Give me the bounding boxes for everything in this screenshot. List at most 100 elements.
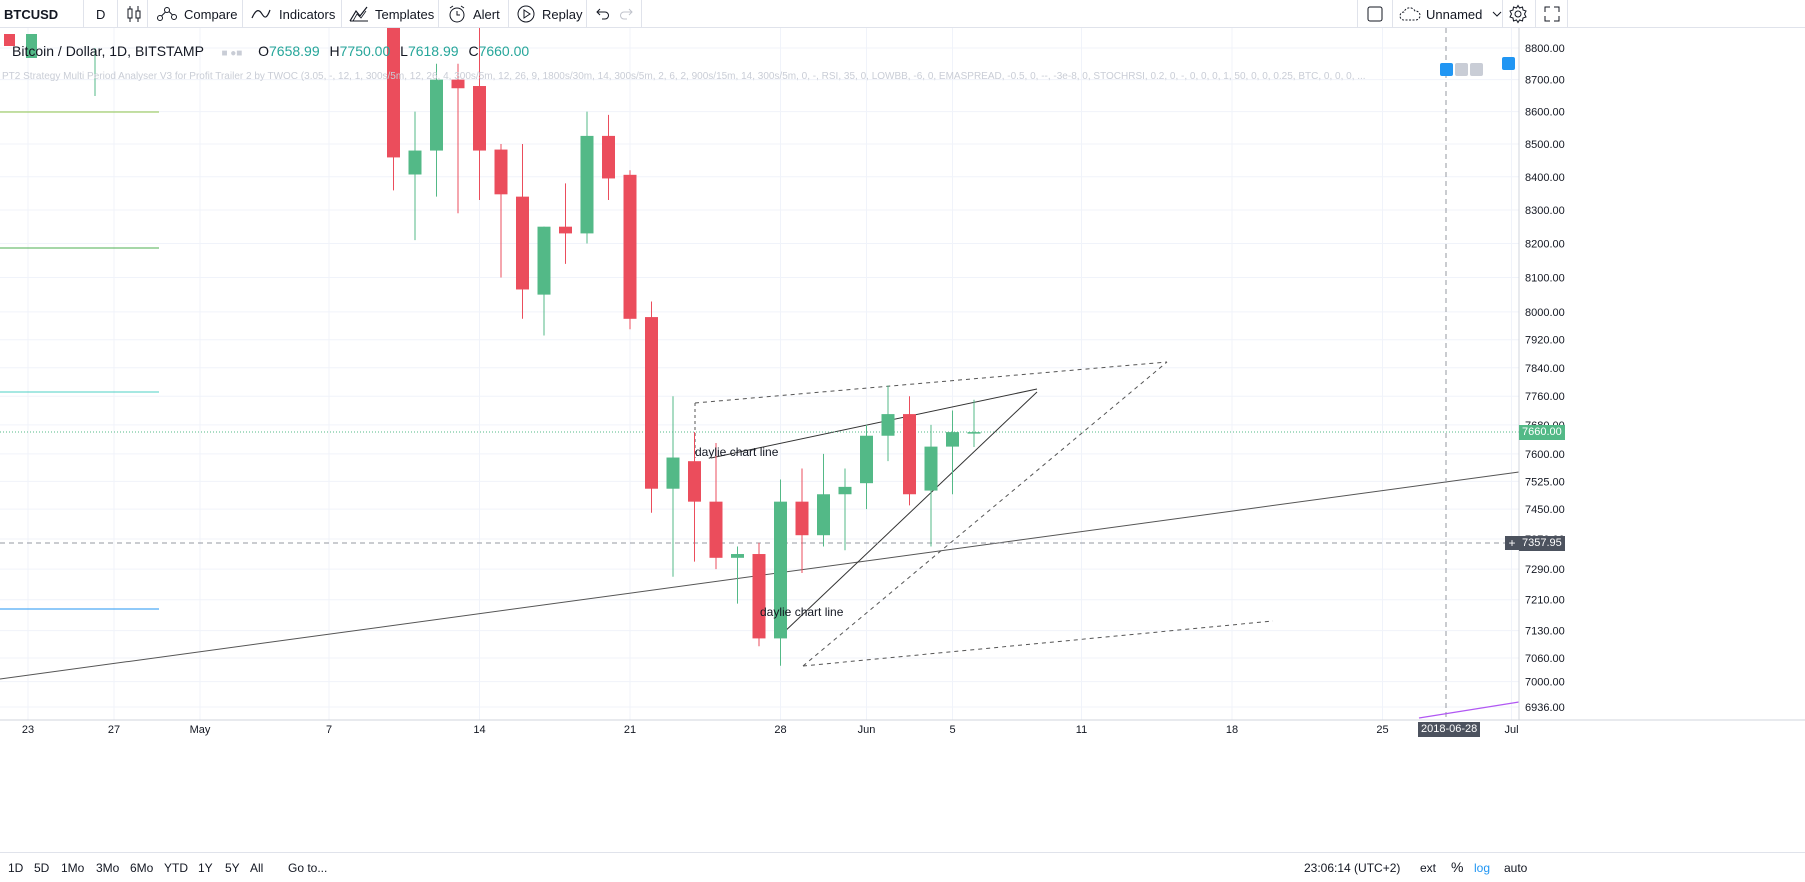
price-tick-label: 7600.00 [1525,449,1565,461]
interval-button[interactable]: D [96,6,106,22]
legend-title[interactable]: Bitcoin / Dollar, 1D, BITSTAMP [12,43,204,59]
compare-icon [157,7,177,21]
indicators-button[interactable]: Indicators [251,0,335,28]
ext-toggle[interactable]: ext [1420,861,1437,875]
candle-body[interactable] [709,501,723,558]
crosshair-plus-icon[interactable]: + [1505,536,1519,550]
wedge-upper-line[interactable] [710,388,1038,459]
replay-button[interactable]: Replay [516,0,582,28]
candle-body[interactable] [774,501,787,639]
legend-low: 7618.99 [407,43,459,59]
time-axis[interactable]: 23 27 May 7 14 21 28 Jun 5 11 18 25 Jul [22,724,1519,736]
chart-canvas[interactable]: 8800.00 8700.00 8600.00 8500.00 8400.00 8300.… [0,28,1805,852]
auto-toggle[interactable]: auto [1504,861,1528,875]
price-tick-label: 8800.00 [1525,43,1565,55]
candle-body[interactable] [516,196,529,290]
candle-body[interactable] [903,414,916,495]
candle-body[interactable] [731,554,744,558]
candle-body[interactable] [408,150,422,175]
candle-body[interactable] [473,86,486,151]
candle-partial-green [26,34,37,58]
dashed-upper-line[interactable] [694,361,1168,404]
partial-left-candles [4,34,96,96]
range-button-6mo[interactable]: 6Mo [130,861,154,875]
scale-toggle-button[interactable] [1502,57,1515,70]
price-tick-label: 7525.00 [1525,476,1565,488]
candle-body[interactable] [602,135,615,179]
price-tick-label: 7210.00 [1525,595,1565,607]
price-tick-label: 7760.00 [1525,391,1565,403]
redo-button[interactable] [619,0,635,28]
fullscreen-button[interactable] [1366,0,1384,28]
templates-button[interactable]: Templates [349,0,434,28]
range-button-5d[interactable]: 5D [34,861,50,875]
percent-toggle[interactable]: % [1451,859,1464,875]
indicator-close-button[interactable] [1470,63,1483,76]
symbol-search[interactable]: BTCUSD [4,0,84,28]
candle-body[interactable] [387,28,400,158]
candle-body[interactable] [430,79,443,151]
purple-line[interactable] [1418,701,1520,719]
candle-body[interactable] [946,432,959,447]
indicator-hide-button[interactable] [1455,63,1468,76]
indicator-settings-button[interactable] [1440,63,1453,76]
square-icon [1367,6,1383,22]
candle-body[interactable] [838,486,852,495]
indicator-legend[interactable]: PT2 Strategy Multi Period Analyser V3 fo… [2,71,1366,82]
chart-style-button[interactable] [126,0,142,28]
candle-body[interactable] [752,554,766,639]
candle-body[interactable] [924,446,938,491]
candle-body[interactable] [688,461,701,502]
legend-open: 7658.99 [269,43,320,59]
price-tick-label: 8200.00 [1525,239,1565,251]
price-tick-label: 7450.00 [1525,504,1565,516]
dashed-diagonal-line[interactable] [802,361,1168,667]
candle-body[interactable] [623,174,637,319]
candle-body[interactable] [645,317,658,489]
range-button-1mo[interactable]: 1Mo [61,861,85,875]
alert-button[interactable]: Alert [447,0,500,28]
clock-label[interactable]: 23:06:14 (UTC+2) [1304,861,1401,875]
candle-body[interactable] [451,79,465,89]
layout-save-button[interactable]: Unnamed [1399,0,1502,28]
price-tick-label: 7290.00 [1525,564,1565,576]
candle-body[interactable] [494,149,508,195]
log-toggle[interactable]: log [1474,861,1491,875]
legend-high: 7750.00 [339,43,391,59]
candle-body[interactable] [860,435,873,484]
range-button-ytd[interactable]: YTD [164,861,188,875]
maximize-button[interactable] [1543,0,1561,28]
legend-buttons[interactable]: ■ ●■ [221,48,243,59]
annotation-label-2[interactable]: daylie chart line [760,605,844,619]
dashed-lower-line[interactable] [802,620,1274,667]
compare-button[interactable]: Compare [156,0,237,28]
undo-button[interactable] [594,0,610,28]
candle-body[interactable] [967,432,981,434]
range-button-5y[interactable]: 5Y [225,861,240,875]
wedge-lower-line[interactable] [780,391,1038,636]
price-tick-label: 8500.00 [1525,139,1565,151]
time-tick-label: 25 [1376,724,1388,736]
goto-button[interactable]: Go to... [288,861,328,875]
range-button-all[interactable]: All [250,861,264,875]
time-tick-label: 23 [22,724,34,736]
time-tick-label: Jun [858,724,876,736]
candle-body[interactable] [666,457,680,489]
candle-body[interactable] [580,135,594,234]
price-tick-label: 7920.00 [1525,335,1565,347]
range-button-3mo[interactable]: 3Mo [96,861,120,875]
price-tick-label: 8700.00 [1525,75,1565,87]
cloud-icon [1399,7,1421,21]
range-button-1d[interactable]: 1D [8,861,24,875]
candle-body[interactable] [817,494,830,536]
range-button-1y[interactable]: 1Y [198,861,213,875]
annotation-label-1[interactable]: daylie chart line [695,445,779,459]
candle-body[interactable] [559,226,572,234]
candle-body[interactable] [537,226,551,295]
candle-body[interactable] [881,414,895,436]
time-tick-label: 28 [774,724,786,736]
candle-body[interactable] [795,501,809,536]
price-tick-label: 8300.00 [1525,205,1565,217]
price-axis[interactable]: 8800.00 8700.00 8600.00 8500.00 8400.00 8300.… [1525,43,1565,714]
settings-button[interactable] [1508,0,1528,28]
